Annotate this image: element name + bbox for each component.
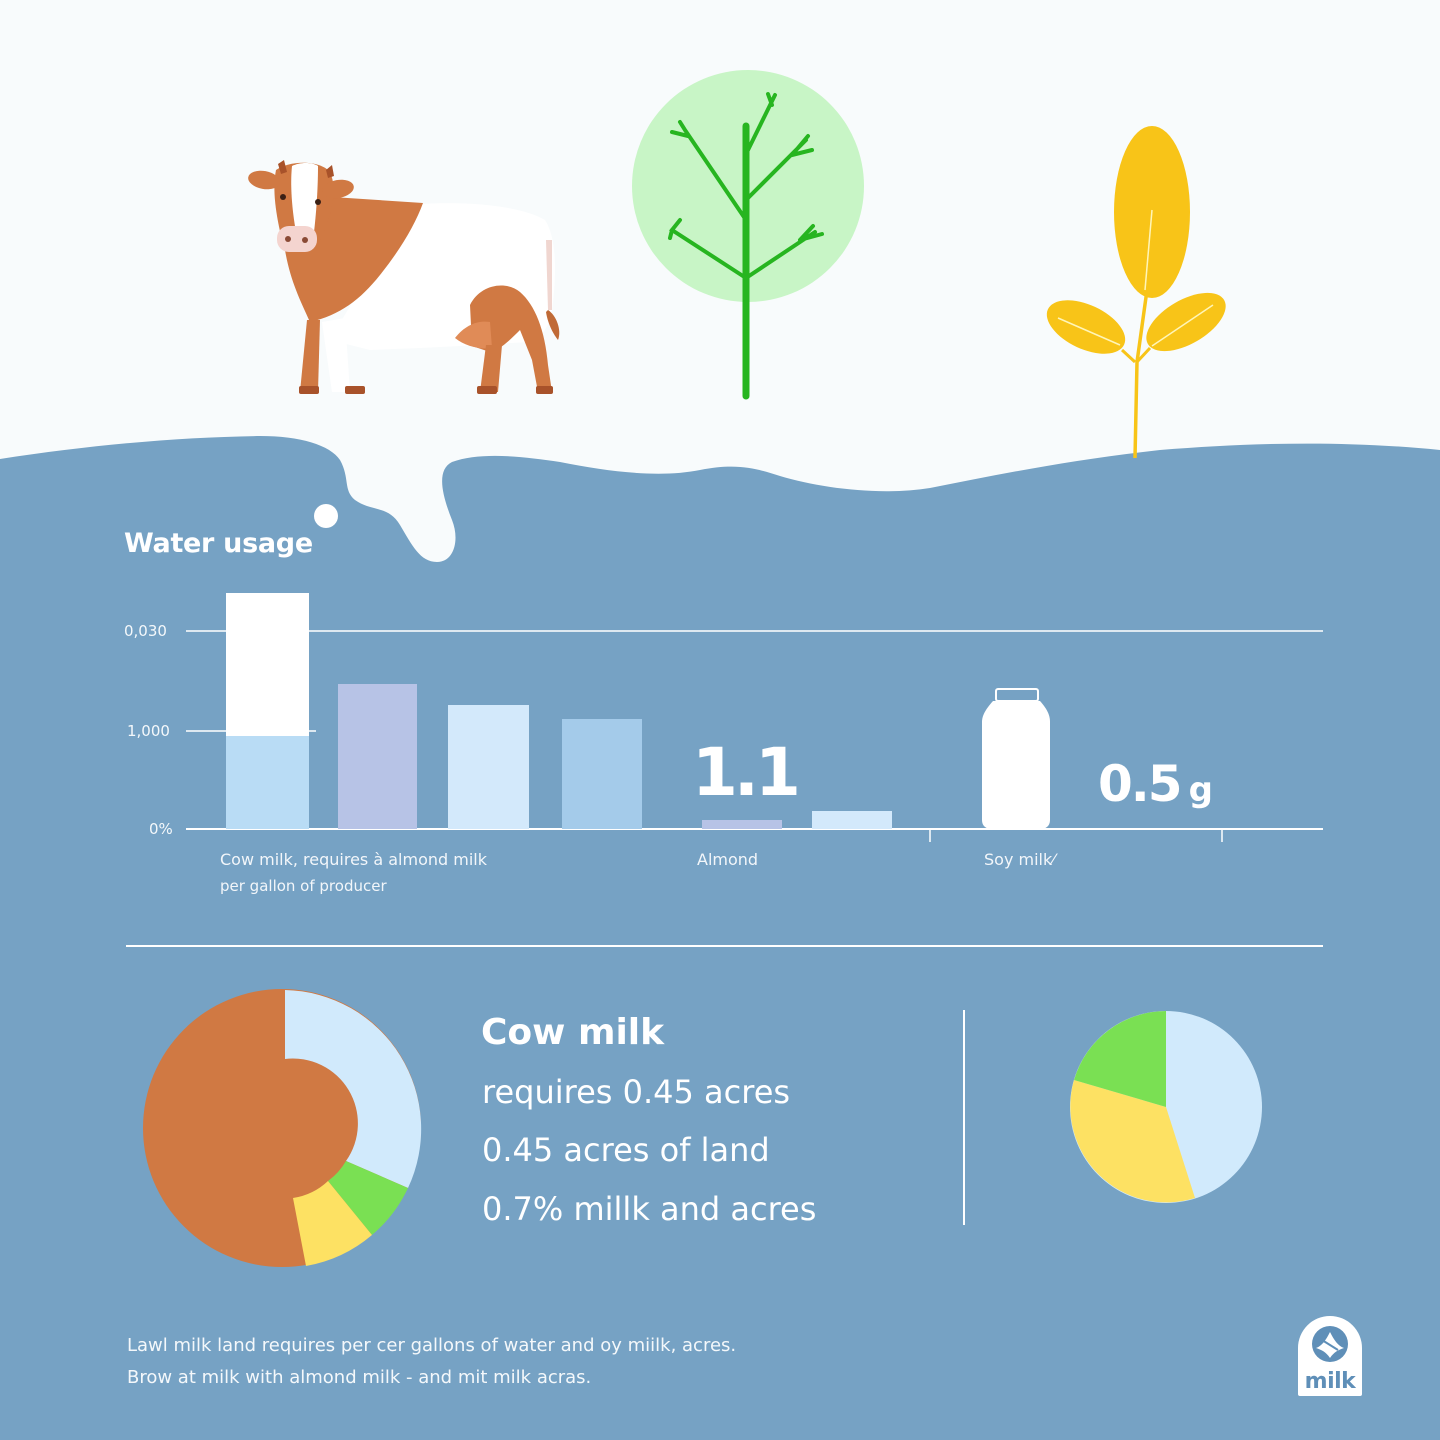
cow-icon [248,160,560,394]
milk-droplet [314,504,338,528]
land-pie-chart [1070,1011,1262,1203]
milk-bottle-icon [982,688,1050,829]
y-tick-mid: 1,000 [127,722,170,740]
land-heading: Cow milk [481,1012,665,1053]
x-label-cow-line2: per gallon of producer [220,877,387,895]
soy-value: 0.5 [1098,755,1183,813]
donut-slice-lightblue [285,990,422,1188]
donut-slice-yellow [293,1181,372,1266]
bar-cow-lower[interactable] [226,736,309,829]
y-tick-zero: 0% [149,820,173,838]
land-donut-chart [143,989,422,1267]
logo-label: milk [1304,1369,1356,1394]
footer-line-1: Lawl milk land requires per cer gallons … [127,1335,737,1356]
soy-plant-icon [1046,126,1226,459]
bar-cow-upper[interactable] [226,593,309,736]
soy-value-annotation: 0.5 g [1098,755,1213,813]
bar-3[interactable] [448,705,529,829]
x-label-almond: Almond [697,850,759,869]
pie-slice-green [1074,1011,1166,1107]
logo-emblem-icon [1312,1326,1348,1362]
blue-wave-panel [0,436,1440,1440]
pie-slice-yellow [1070,1080,1195,1203]
bar-almond[interactable] [702,820,782,829]
land-line-2: 0.45 acres of land [482,1131,770,1169]
bar-4[interactable] [562,719,642,829]
x-label-soy: Soy milk⁄ [984,850,1055,869]
milk-logo-icon: milk [1298,1316,1362,1396]
footer-line-2: Brow at milk with almond milk - and mit … [127,1367,592,1388]
land-line-3: 0.7% millk and acres [482,1190,817,1228]
water-chart [186,593,1323,842]
tree-icon [632,70,864,400]
bar-2[interactable] [338,684,417,829]
bar-almond-2[interactable] [812,811,892,829]
donut-slice-green [328,1161,408,1235]
water-chart-title: Water usage [124,528,313,559]
land-line-1: requires 0.45 acres [482,1073,791,1111]
x-label-cow-line1: Cow milk, requires à almond milk [220,850,487,869]
soy-unit: g [1188,770,1213,810]
almond-value-annotation: 1.1 [692,734,801,811]
y-tick-top: 0,030 [124,622,167,640]
